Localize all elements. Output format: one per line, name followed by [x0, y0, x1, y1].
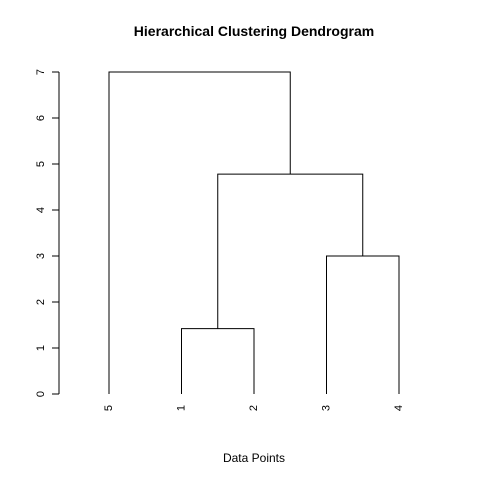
dendrogram-links: [108, 71, 400, 394]
y-tick-label: 7: [35, 69, 47, 75]
dendrogram-link: [108, 71, 291, 394]
y-axis: 0 1 2 3 4 5 6 7: [35, 69, 60, 397]
y-tick-label: 4: [35, 207, 47, 213]
y-tick-label: 5: [35, 161, 47, 167]
leaf-label: 2: [248, 405, 260, 411]
y-tick-label: 1: [35, 345, 47, 351]
dendrogram-link: [181, 328, 255, 394]
leaf-label: 1: [175, 405, 187, 411]
chart-title: Hierarchical Clustering Dendrogram: [134, 23, 374, 39]
x-tick-labels: 5 1 2 3 4: [103, 405, 405, 411]
leaf-label: 4: [393, 405, 405, 411]
y-tick-label: 3: [35, 253, 47, 259]
x-axis-label: Data Points: [223, 451, 285, 465]
y-tick-label: 6: [35, 115, 47, 121]
leaf-label: 3: [320, 405, 332, 411]
y-tick-label: 0: [35, 391, 47, 397]
y-tick-label: 2: [35, 299, 47, 305]
leaf-label: 5: [103, 405, 115, 411]
dendrogram-link: [217, 173, 364, 329]
dendrogram-link: [326, 255, 400, 394]
